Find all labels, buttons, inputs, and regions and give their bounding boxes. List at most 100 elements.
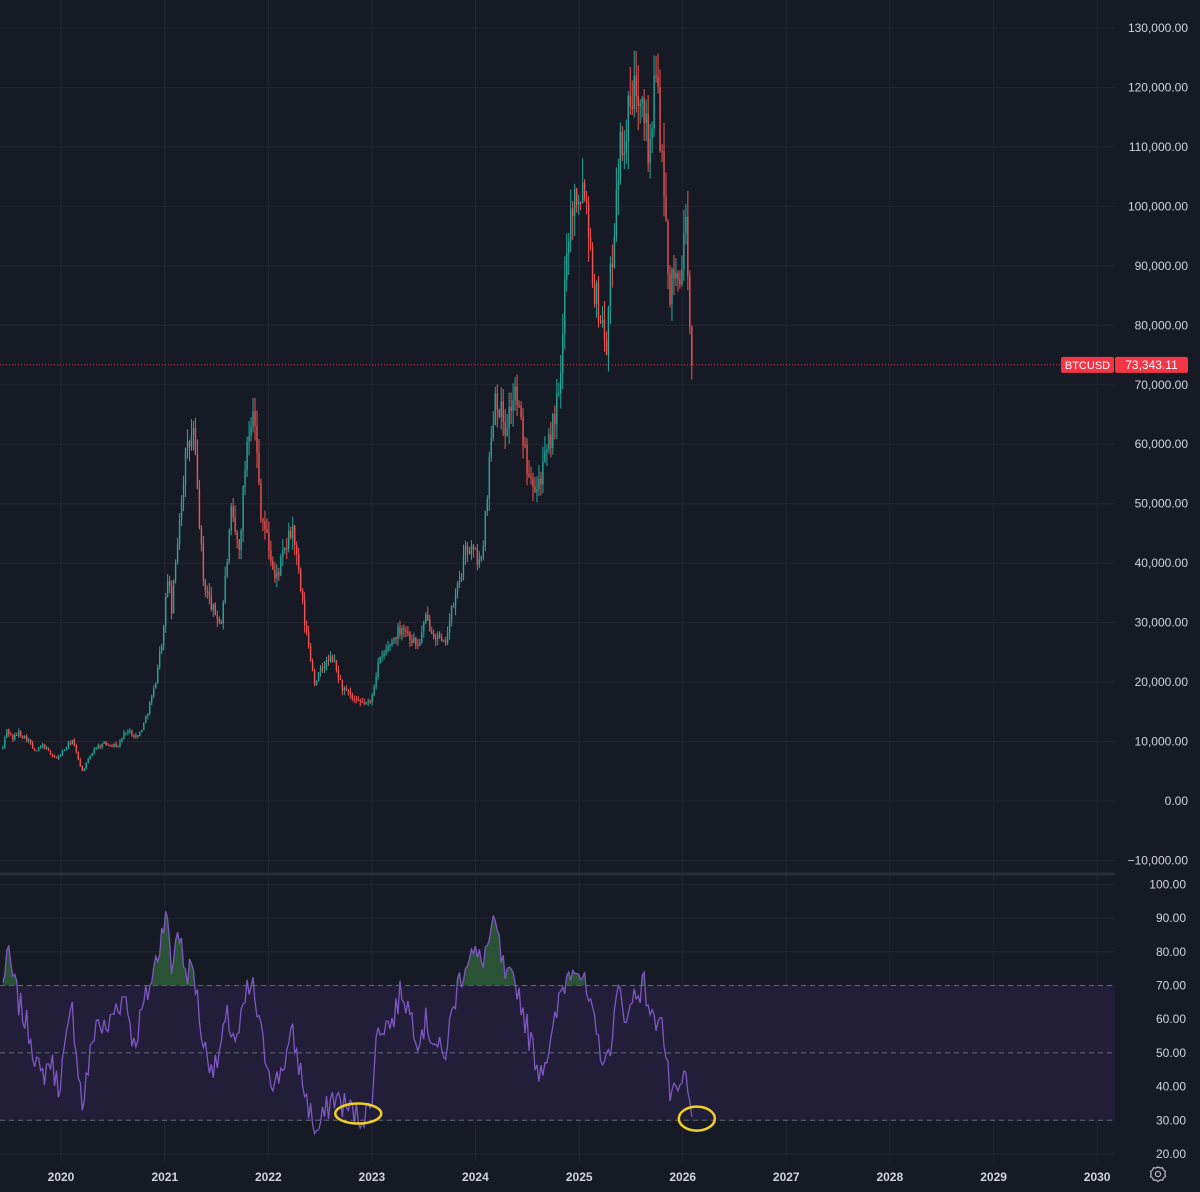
candle	[514, 377, 516, 411]
candle	[33, 747, 36, 752]
candle-body	[373, 686, 375, 696]
candle	[599, 315, 602, 325]
candle-body	[107, 744, 109, 746]
candle	[601, 306, 604, 328]
candle	[458, 570, 461, 589]
candle	[685, 203, 687, 245]
candle	[85, 762, 87, 770]
candle	[4, 735, 6, 749]
candle-body	[601, 320, 604, 324]
candle	[278, 567, 280, 582]
time-axis[interactable]: 2020 2021 2022 2023 2024 2025 2026 2027 2028 2029…	[48, 1170, 1111, 1184]
candle-body	[262, 518, 264, 522]
candle	[190, 419, 193, 451]
settings-gear-icon[interactable]	[1146, 1162, 1170, 1186]
candle-body	[558, 393, 560, 395]
candle-body	[329, 656, 332, 661]
candle-body	[689, 275, 691, 327]
candle	[176, 537, 179, 565]
candle	[6, 729, 8, 738]
candle-body	[305, 625, 308, 633]
candle-body	[91, 753, 93, 757]
candle	[341, 679, 344, 696]
rsi-axis[interactable]: 20.00 30.00 40.00 50.00 60.00 70.00 80.00 90.00…	[1149, 877, 1186, 1161]
candle	[498, 408, 500, 419]
candle-body	[367, 700, 369, 702]
candle-body	[123, 732, 125, 739]
candle-body	[369, 700, 371, 703]
candle-body	[403, 628, 405, 631]
candle-body	[679, 279, 681, 285]
candle-body	[236, 531, 238, 540]
candle-body	[141, 729, 143, 733]
candle	[202, 535, 205, 587]
candle-body	[512, 400, 514, 411]
candle-body	[460, 577, 463, 580]
candle-body	[627, 95, 629, 141]
candle	[617, 158, 620, 215]
price-tick-label: 80,000.00	[1135, 318, 1189, 332]
candle-body	[18, 731, 20, 736]
candle-body	[145, 716, 147, 723]
candle	[264, 510, 266, 540]
candle-body	[595, 282, 598, 305]
candle	[14, 732, 16, 741]
candle	[168, 575, 171, 594]
candle-body	[103, 741, 105, 744]
candle	[369, 699, 371, 705]
rsi-line	[2, 911, 693, 1136]
candle-body	[149, 702, 151, 714]
candle-body	[200, 528, 203, 544]
candle	[530, 466, 532, 485]
year-label: 2024	[462, 1170, 489, 1184]
candle	[442, 639, 445, 643]
candle-body	[643, 98, 645, 124]
candle	[474, 547, 477, 551]
candle-body	[411, 639, 413, 643]
candle-body	[278, 572, 280, 576]
candle-body	[129, 730, 131, 732]
candle	[625, 119, 627, 164]
candle-body	[313, 670, 316, 685]
price-axis[interactable]: −10,000.00 0.00 10,000.00 20,000.00 30,000.0…	[1128, 21, 1189, 867]
candle-body	[246, 442, 248, 471]
candle	[272, 556, 274, 570]
candle-body	[480, 556, 483, 560]
candle-body	[691, 326, 693, 365]
candle	[534, 476, 536, 494]
price-tick-label: 40,000.00	[1135, 556, 1189, 570]
year-label: 2023	[359, 1170, 386, 1184]
candle-body	[542, 461, 544, 485]
candle	[25, 734, 28, 743]
candle-body	[591, 247, 594, 285]
year-label: 2020	[48, 1170, 75, 1184]
candle-body	[307, 632, 310, 647]
candle-body	[685, 216, 687, 234]
candle	[292, 516, 294, 550]
candle	[518, 400, 520, 408]
candle	[365, 701, 367, 705]
candle	[568, 233, 570, 275]
candle-body	[653, 75, 655, 129]
candle-body	[436, 634, 439, 639]
year-label: 2025	[566, 1170, 593, 1184]
candle-body	[89, 756, 91, 759]
candle	[160, 643, 163, 654]
candle-body	[613, 236, 616, 267]
candle	[55, 756, 58, 759]
candle	[178, 513, 181, 550]
candle	[107, 742, 109, 746]
candle	[510, 392, 512, 424]
candle-body	[383, 653, 385, 656]
candle-body	[190, 435, 193, 447]
candle	[133, 734, 135, 739]
candle	[361, 697, 363, 703]
candle-body	[12, 734, 14, 740]
candle	[329, 650, 332, 663]
candle-body	[363, 702, 365, 704]
candle-body	[470, 545, 473, 554]
candle-body	[573, 188, 576, 216]
candle	[103, 741, 105, 744]
